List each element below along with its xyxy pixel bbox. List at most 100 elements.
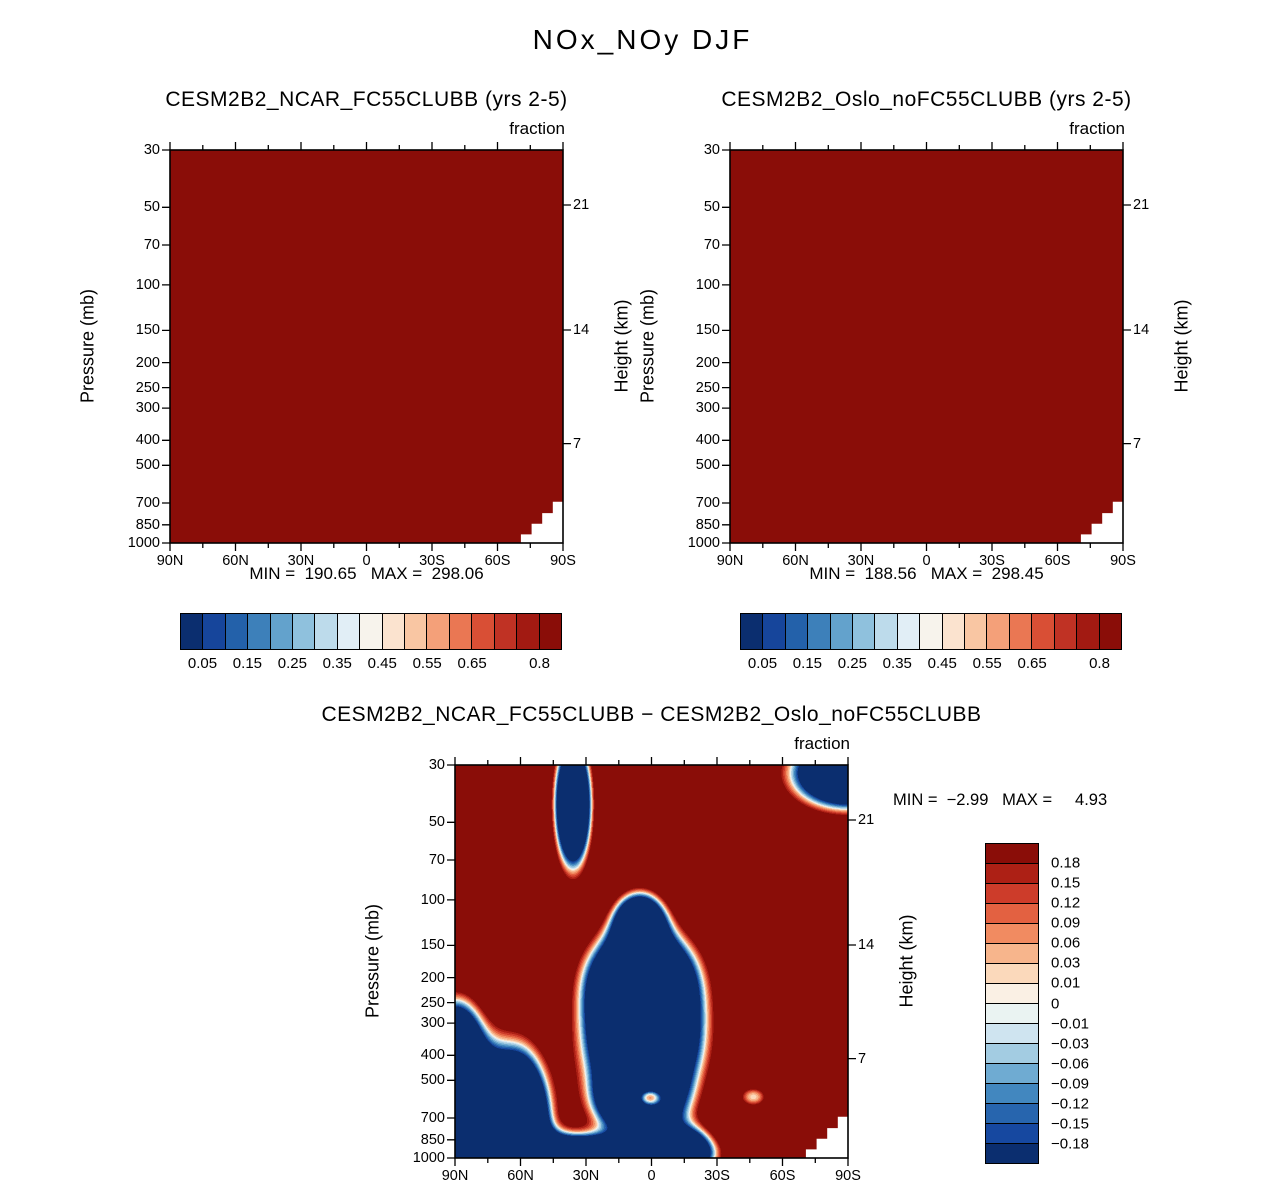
colorbar-tick-label: 0.55 (412, 655, 442, 672)
figure-title: NOx_NOy DJF (532, 24, 753, 55)
colorbar-tick-label: 0.65 (1017, 655, 1047, 672)
colorbar-segment (448, 613, 473, 650)
panel-oslo: CESM2B2_Oslo_noFC55CLUBB (yrs 2-5) fract… (638, 88, 1192, 672)
latitude-tick-label: 30S (419, 553, 445, 569)
colorbar-segment (202, 613, 226, 650)
pressure-tick-label: 400 (420, 1047, 445, 1064)
colorbar-segment (292, 613, 316, 650)
colorbar-segment (538, 613, 562, 650)
colorbar-segment (985, 983, 1039, 1004)
colorbar-segment (964, 613, 988, 650)
height-axis-title: Height (km) (896, 914, 917, 1008)
panel-title: CESM2B2_NCAR_FC55CLUBB (yrs 2-5) (165, 88, 568, 111)
height-axis-title: Height (km) (611, 299, 632, 393)
units-label: fraction (1069, 119, 1125, 138)
height-tick-label: 14 (858, 936, 875, 953)
pressure-axis-title: Pressure (mb) (362, 903, 383, 1019)
pressure-tick-label: 300 (695, 400, 720, 417)
pressure-tick-label: 300 (420, 1015, 445, 1032)
pressure-axis-title: Pressure (mb) (637, 288, 658, 404)
colorbar-segment (874, 613, 898, 650)
latitude-tick-label: 60N (782, 553, 809, 569)
pressure-tick-label: 200 (695, 354, 720, 371)
colorbar-segment (426, 613, 450, 650)
latitude-tick-label: 60N (507, 1168, 534, 1184)
colorbar-segment (762, 613, 786, 650)
colorbar-segment (807, 613, 831, 650)
latitude-tick-label: 90S (1110, 553, 1136, 569)
height-tick-label: 7 (1133, 435, 1142, 452)
pressure-tick-label: 50 (703, 199, 720, 216)
colorbar-segment (1031, 613, 1055, 650)
colorbar-tick-label: 0.15 (232, 655, 263, 672)
colorbar-tick-label: 0 (1051, 995, 1060, 1012)
pressure-tick-label: 1000 (687, 535, 720, 551)
colorbar-segment (985, 1083, 1039, 1104)
colorbar-segment (985, 1043, 1039, 1064)
pressure-tick-label: 100 (135, 276, 160, 293)
minmax-readout: MIN = 188.56 MAX = 298.45 (809, 564, 1044, 583)
pressure-tick-label: 150 (135, 322, 160, 339)
colorbar-segment (896, 613, 921, 650)
colorbar-tick-label: −0.01 (1051, 1015, 1089, 1033)
height-tick-label: 21 (573, 197, 590, 214)
pressure-tick-label: 70 (428, 851, 445, 868)
panel-ncar: CESM2B2_NCAR_FC55CLUBB (yrs 2-5) fractio… (78, 88, 632, 672)
colorbar-segment (985, 863, 1039, 884)
colorbar-segment (784, 613, 809, 650)
latitude-tick-label: 90N (441, 1168, 469, 1184)
pressure-tick-label: 500 (135, 457, 160, 474)
colorbar-segment (829, 613, 854, 650)
pressure-tick-label: 150 (420, 937, 445, 954)
colorbar-tick-label: 0.45 (927, 655, 957, 672)
height-tick-label: 7 (858, 1050, 867, 1067)
colorbar-tick-label: 0.05 (187, 655, 218, 672)
latitude-tick-label: 30N (572, 1168, 600, 1184)
colorbar-segment (740, 613, 764, 650)
latitude-tick-label: 90S (835, 1168, 861, 1184)
pressure-tick-label: 700 (420, 1110, 445, 1127)
colorbar-segment (404, 613, 428, 650)
colorbar-segment (985, 1023, 1039, 1044)
pressure-tick-label: 30 (703, 142, 720, 158)
colorbar-tick-label: 0.09 (1051, 914, 1081, 932)
colorbar-segment (269, 613, 294, 650)
colorbar-tick-label: 0.35 (322, 655, 352, 672)
pressure-axis-title: Pressure (mb) (77, 288, 98, 404)
latitude-tick-label: 0 (647, 1168, 656, 1184)
colorbar-segment (180, 613, 204, 650)
pressure-tick-label: 700 (135, 495, 160, 512)
pressure-tick-label: 70 (143, 236, 160, 253)
colorbar-segment (852, 613, 876, 650)
colorbar-segment (985, 1063, 1039, 1084)
height-axis-title: Height (km) (1171, 299, 1192, 393)
pressure-tick-label: 200 (135, 354, 160, 371)
colorbar-tick-label: 0.45 (367, 655, 397, 672)
pressure-tick-label: 400 (135, 432, 160, 449)
colorbar-tick-label: 0.35 (882, 655, 912, 672)
pressure-tick-label: 400 (695, 432, 720, 449)
colorbar-segment (985, 843, 1039, 864)
latitude-tick-label: 30S (979, 553, 1005, 569)
colorbar-tick-label: 0.15 (792, 655, 823, 672)
colorbar-tick-label: 0.18 (1051, 854, 1081, 872)
latitude-tick-label: 90N (156, 553, 184, 569)
colorbar-tick-label: −0.09 (1051, 1075, 1089, 1093)
latitude-tick-label: 30N (287, 553, 315, 569)
pressure-tick-label: 700 (695, 495, 720, 512)
colorbar-segment (471, 613, 495, 650)
contour-field (170, 150, 563, 543)
fraction-colorbar (740, 613, 1122, 650)
pressure-tick-label: 250 (695, 379, 720, 396)
colorbar-segment (336, 613, 361, 650)
colorbar-segment (314, 613, 338, 650)
height-tick-label: 21 (858, 812, 875, 829)
latitude-tick-label: 60S (484, 553, 511, 569)
height-tick-label: 21 (1133, 197, 1150, 214)
colorbar-segment (985, 923, 1039, 944)
latitude-tick-label: 60N (222, 553, 249, 569)
colorbar-tick-label: 0.01 (1051, 974, 1081, 992)
colorbar-tick-label: 0.15 (1051, 874, 1081, 892)
pressure-tick-label: 100 (420, 891, 445, 908)
